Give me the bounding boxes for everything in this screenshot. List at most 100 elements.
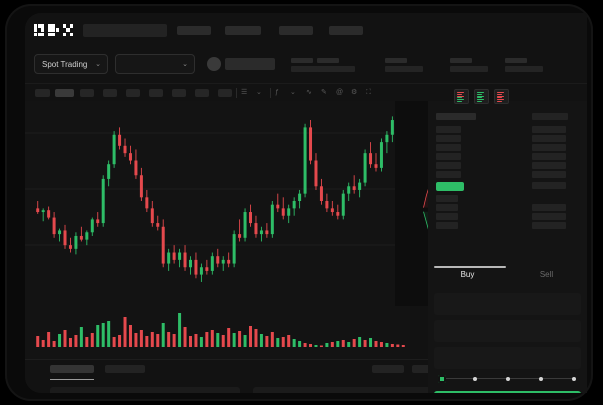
orderbook-ask-qty-2[interactable] — [436, 135, 461, 142]
candlestick-series — [36, 112, 405, 282]
orderbook-both-icon[interactable] — [454, 89, 469, 104]
slider-step-4[interactable] — [572, 377, 576, 381]
orders-card-2 — [253, 387, 443, 393]
stat-label — [291, 58, 313, 63]
orderbook-icon-line — [457, 97, 462, 99]
orders-action-1[interactable] — [372, 365, 404, 373]
okx-logo-icon[interactable] — [34, 24, 74, 37]
slider-handle[interactable] — [438, 375, 446, 383]
timeframe-button-3[interactable] — [80, 89, 94, 97]
orderbook-icon-line — [497, 93, 502, 95]
stat-value — [291, 66, 329, 72]
orderbook-icon-line — [457, 95, 464, 97]
orderbook-bid-price-4[interactable] — [532, 222, 566, 229]
buy-sell-tabs: Buy Sell — [428, 266, 587, 288]
settings-icon[interactable]: ⚙ — [351, 89, 358, 96]
orderbook-icon-line — [457, 92, 464, 93]
timeframe-button-9[interactable] — [218, 89, 232, 97]
market-stat-4 — [450, 58, 488, 72]
slider-step-1[interactable] — [473, 377, 477, 381]
orderbook-ask-price-1[interactable] — [532, 126, 566, 133]
orderbook-header-right[interactable] — [532, 113, 568, 120]
timeframe-button-2[interactable] — [55, 89, 74, 97]
orderbook-ask-qty-6[interactable] — [436, 171, 461, 178]
orderbook-icon-line — [497, 99, 504, 101]
orderbook-asks-icon[interactable] — [494, 89, 509, 104]
orderbook-header-left[interactable] — [436, 113, 476, 120]
orderbook-ask-price-2[interactable] — [532, 135, 566, 142]
nav-item-2[interactable] — [225, 26, 261, 35]
orderbook-ask-qty-1[interactable] — [436, 126, 461, 133]
indicators-icon[interactable]: ƒ — [275, 89, 279, 96]
volume-series — [36, 313, 405, 347]
orderbook-icon-line — [457, 101, 462, 102]
nav-item-4[interactable] — [329, 26, 363, 35]
orderbook-icon-line — [477, 97, 482, 99]
market-bar: Spot Trading ⌄ ⌄ — [25, 47, 587, 83]
timeframe-button-4[interactable] — [103, 89, 117, 97]
orderbook-ask-price-5[interactable] — [532, 162, 566, 169]
orderbook-ask-price-4[interactable] — [532, 153, 566, 160]
search-input[interactable] — [83, 24, 167, 37]
market-stat-5 — [505, 58, 543, 72]
orderbook-mid-price[interactable] — [532, 182, 566, 189]
orderbook-bid-price-3[interactable] — [532, 213, 566, 220]
order-field-2[interactable] — [434, 320, 581, 342]
orderbook-ask-qty-3[interactable] — [436, 144, 461, 151]
orderbook-bid-qty-3[interactable] — [436, 213, 458, 220]
order-field-1[interactable] — [434, 293, 581, 315]
orderbook-icon-line — [457, 99, 464, 101]
candles-style-icon[interactable]: ☰ — [241, 89, 248, 96]
pencil-icon[interactable]: ✎ — [321, 89, 327, 96]
orderbook-best-price[interactable] — [436, 182, 464, 191]
orderbook-bid-price-2[interactable] — [532, 204, 566, 211]
orderbook-ask-qty-5[interactable] — [436, 162, 461, 169]
orderbook-icon-line — [497, 97, 502, 99]
trading-mode-selector[interactable]: Spot Trading ⌄ — [34, 54, 108, 74]
orderbook-bid-qty-1[interactable] — [436, 195, 458, 202]
fullscreen-icon[interactable]: ⛶ — [366, 89, 371, 96]
amount-slider[interactable] — [438, 375, 578, 383]
trading-mode-label: Spot Trading — [42, 60, 88, 69]
tab-sell[interactable]: Sell — [539, 270, 554, 279]
price-chart[interactable] — [25, 101, 410, 359]
orderbook-icon-line — [457, 93, 462, 95]
orderbook-bid-qty-2[interactable] — [436, 204, 458, 211]
app-header — [25, 13, 587, 47]
orderbook-icon-line — [477, 101, 482, 102]
chevron-down-icon-2[interactable]: ⌄ — [290, 89, 296, 96]
toolbar-separator-1 — [236, 88, 237, 98]
slider-step-2[interactable] — [506, 377, 510, 381]
timeframe-button-1[interactable] — [35, 89, 50, 97]
orderbook-ask-price-3[interactable] — [532, 144, 566, 151]
timeframe-button-8[interactable] — [195, 89, 209, 97]
submit-buy-button[interactable] — [434, 391, 581, 393]
nav-item-3[interactable] — [279, 26, 313, 35]
orderbook-bid-qty-4[interactable] — [436, 222, 458, 229]
pair-selector[interactable]: ⌄ — [115, 54, 195, 74]
tab-order-history[interactable] — [105, 365, 145, 373]
orderbook-icon-line — [477, 95, 484, 97]
slider-step-3[interactable] — [539, 377, 543, 381]
stat-label — [450, 58, 472, 63]
toolbar-separator-2 — [270, 88, 271, 98]
timeframe-button-5[interactable] — [126, 89, 140, 97]
orderbook-ask-price-6[interactable] — [532, 171, 566, 178]
stat-label — [505, 58, 527, 63]
chevron-down-icon[interactable]: ⌄ — [256, 89, 262, 96]
orderbook-ask-qty-4[interactable] — [436, 153, 461, 160]
orderbook-bids-icon[interactable] — [474, 89, 489, 104]
stat-value — [450, 66, 488, 72]
tab-buy[interactable]: Buy — [460, 270, 475, 279]
tab-open-orders[interactable] — [50, 365, 94, 373]
timeframe-button-7[interactable] — [172, 89, 186, 97]
line-tool-icon[interactable]: ∿ — [306, 89, 312, 96]
at-icon[interactable]: @ — [336, 89, 344, 96]
market-stat-1 — [291, 58, 329, 72]
timeframe-button-6[interactable] — [149, 89, 163, 97]
nav-item-1[interactable] — [177, 26, 211, 35]
order-field-3[interactable] — [434, 347, 581, 369]
stat-value — [505, 66, 543, 72]
stat-value — [385, 66, 423, 72]
